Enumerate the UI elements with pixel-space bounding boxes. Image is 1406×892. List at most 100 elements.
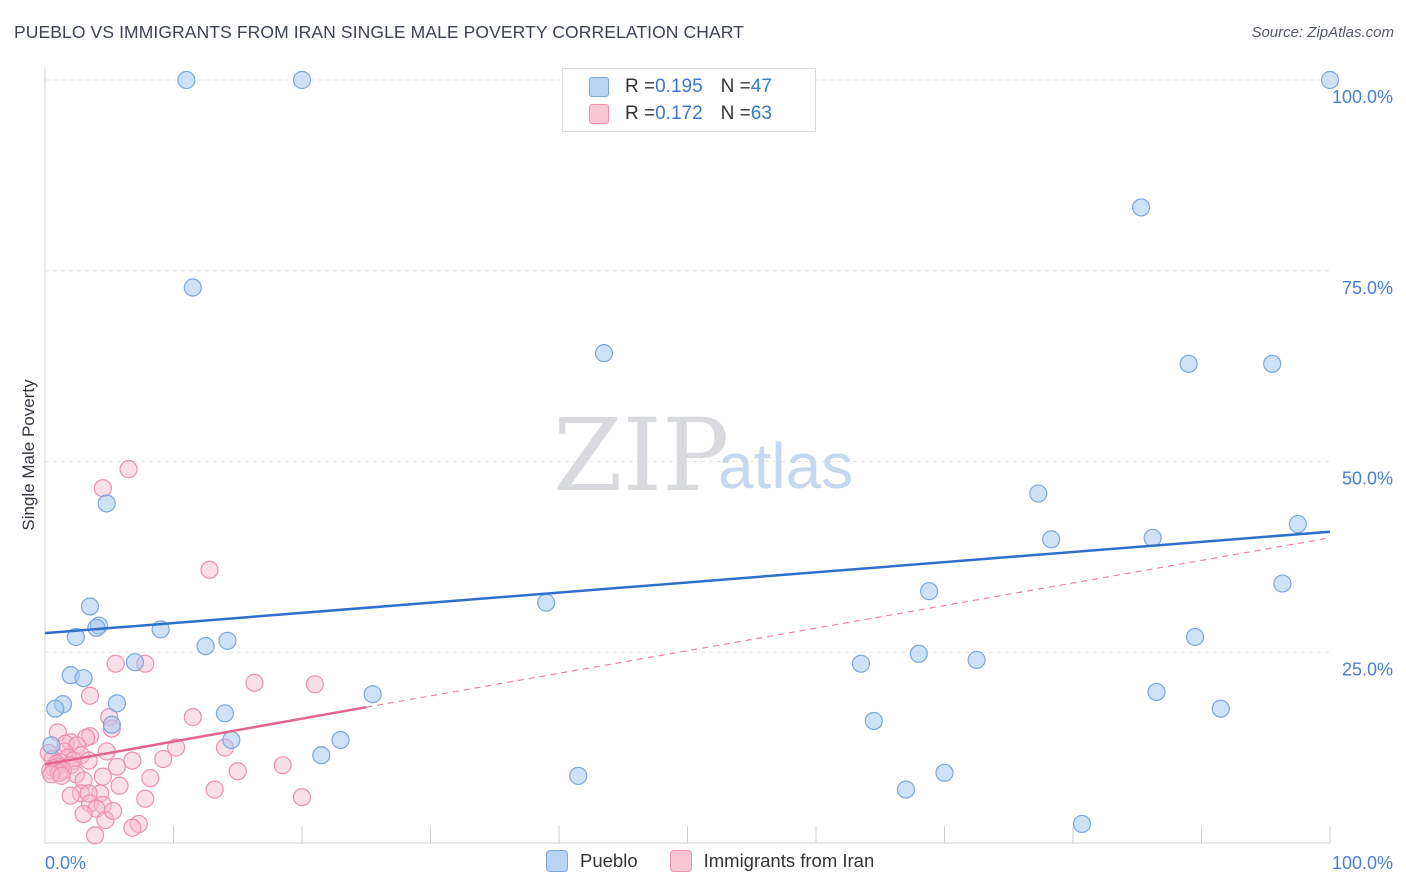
pueblo-point bbox=[312, 746, 331, 765]
iran-point bbox=[119, 460, 138, 479]
iran-points bbox=[39, 460, 324, 845]
legend-r-value: 0.172 bbox=[655, 103, 703, 124]
pueblo-point bbox=[125, 653, 145, 672]
pueblo-trend-line bbox=[44, 530, 1331, 635]
series-legend: Pueblo Immigrants from Iran bbox=[546, 850, 906, 872]
iran-trend-line bbox=[44, 705, 367, 766]
iran-point bbox=[123, 751, 142, 770]
iran-point bbox=[205, 780, 224, 799]
iran-point bbox=[96, 811, 115, 830]
pueblo-point bbox=[919, 582, 939, 601]
iran-point bbox=[166, 738, 186, 757]
legend-n-label: N = bbox=[720, 76, 751, 97]
pueblo-point bbox=[222, 730, 241, 750]
pueblo-point bbox=[1211, 699, 1230, 718]
pueblo-point bbox=[864, 711, 883, 731]
iran-point bbox=[183, 708, 202, 727]
iran-point bbox=[136, 789, 155, 808]
legend-n-label: N = bbox=[720, 103, 751, 124]
x-tick-label: 100.0% bbox=[1332, 853, 1393, 873]
iran-point bbox=[305, 675, 324, 694]
pueblo-point bbox=[183, 278, 202, 297]
pueblo-point bbox=[896, 780, 916, 799]
iran-point bbox=[228, 762, 247, 781]
pueblo-point bbox=[1263, 354, 1282, 373]
watermark: ZIP atlas bbox=[553, 397, 853, 514]
pueblo-point bbox=[97, 494, 116, 513]
pueblo-point bbox=[218, 631, 237, 650]
series-legend-pueblo: Pueblo bbox=[546, 850, 638, 872]
pueblo-point bbox=[851, 654, 871, 673]
pueblo-point bbox=[594, 344, 614, 363]
legend-n-value: 47 bbox=[750, 76, 772, 97]
pueblo-point bbox=[1179, 354, 1198, 373]
iran-point bbox=[80, 686, 100, 705]
pueblo-point bbox=[1147, 682, 1166, 702]
iran-point bbox=[273, 756, 292, 775]
pueblo-point bbox=[74, 669, 93, 688]
iran-point bbox=[52, 766, 71, 785]
iran-trend-extended bbox=[366, 537, 1331, 708]
pueblo-point bbox=[935, 763, 954, 782]
pueblo-point bbox=[1185, 627, 1205, 647]
y-tick-label: 100.0% bbox=[1332, 87, 1393, 107]
watermark-zip: ZIP bbox=[553, 397, 729, 514]
pueblo-point bbox=[909, 644, 928, 663]
pueblo-point bbox=[102, 715, 121, 734]
iran-point bbox=[93, 479, 112, 498]
pueblo-point bbox=[363, 685, 382, 704]
iran-point bbox=[200, 560, 219, 579]
pueblo-point bbox=[80, 597, 100, 616]
iran-point bbox=[107, 757, 127, 776]
iran-point bbox=[93, 767, 112, 786]
series-swatch-pueblo bbox=[546, 850, 568, 872]
pueblo-point bbox=[42, 736, 61, 755]
pueblo-point bbox=[1320, 70, 1340, 90]
pueblo-point bbox=[967, 650, 986, 669]
trend-lines bbox=[44, 530, 1331, 766]
x-tick-label: 0.0% bbox=[45, 853, 86, 873]
tick-labels: 25.0% 50.0% 75.0% 100.0% 0.0% 100.0% bbox=[45, 87, 1393, 873]
pueblo-point bbox=[1029, 484, 1048, 503]
y-axis-label: Single Male Poverty bbox=[19, 379, 38, 531]
legend-row-iran: R = 0.172 N = 63 bbox=[589, 101, 772, 127]
iran-point bbox=[154, 749, 173, 769]
axes bbox=[44, 68, 1331, 844]
series-label-pueblo: Pueblo bbox=[580, 850, 638, 871]
pueblo-point bbox=[107, 694, 127, 713]
pueblo-point bbox=[1042, 530, 1061, 549]
legend-n-value: 63 bbox=[750, 103, 772, 124]
pueblo-point bbox=[177, 70, 196, 90]
pueblo-point bbox=[46, 699, 65, 718]
iran-point bbox=[123, 818, 142, 837]
pueblo-point bbox=[1288, 514, 1307, 534]
iran-point bbox=[141, 769, 160, 788]
iran-point bbox=[104, 801, 123, 821]
y-tick-label: 75.0% bbox=[1342, 278, 1393, 298]
series-swatch-iran bbox=[669, 850, 692, 872]
y-tick-label: 25.0% bbox=[1342, 659, 1393, 679]
iran-point bbox=[61, 786, 80, 805]
pueblo-point bbox=[292, 70, 312, 90]
legend-r-value: 0.195 bbox=[655, 76, 703, 97]
legend-swatch-iran bbox=[589, 104, 609, 124]
legend-r-label: R = bbox=[625, 103, 656, 124]
legend-swatch-pueblo bbox=[589, 77, 609, 97]
iran-point bbox=[110, 776, 129, 795]
correlation-legend: R = 0.195 N = 47 R = 0.172 N = 63 bbox=[562, 68, 816, 132]
pueblo-point bbox=[1273, 574, 1292, 593]
source-credit: Source: ZipAtlas.com bbox=[1251, 24, 1394, 41]
pueblo-point bbox=[196, 637, 215, 656]
pueblo-point bbox=[569, 766, 588, 785]
gridlines bbox=[45, 79, 1330, 653]
pueblo-point bbox=[1143, 528, 1162, 547]
iran-point bbox=[245, 673, 264, 692]
legend-row-pueblo: R = 0.195 N = 47 bbox=[589, 74, 772, 100]
pueblo-point bbox=[331, 730, 350, 750]
pueblo-point bbox=[66, 627, 85, 647]
iran-point bbox=[292, 788, 312, 807]
chart-title: PUEBLO VS IMMIGRANTS FROM IRAN SINGLE MA… bbox=[14, 22, 744, 42]
series-label-iran: Immigrants from Iran bbox=[703, 850, 875, 871]
iran-point bbox=[74, 804, 93, 824]
